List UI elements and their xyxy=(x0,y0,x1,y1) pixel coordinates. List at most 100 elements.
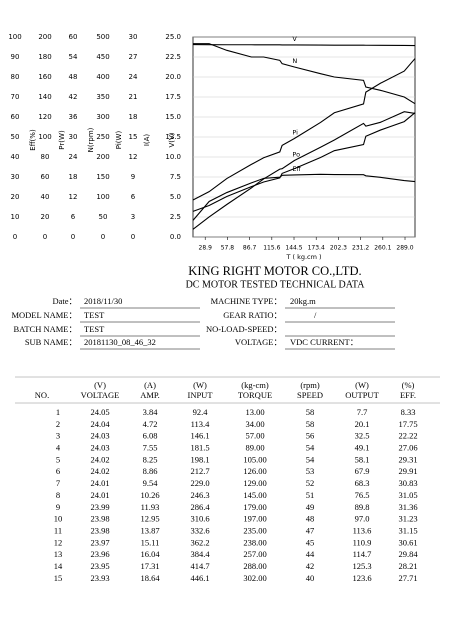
table-cell: 362.2 xyxy=(190,537,209,547)
y-tick-label: 200 xyxy=(96,153,109,161)
table-cell: 23.99 xyxy=(90,502,109,512)
subtitle: DC MOTOR TESTED TECHNICAL DATA xyxy=(186,279,366,290)
table-cell: 27.06 xyxy=(398,443,417,453)
y-tick-label: 180 xyxy=(38,53,51,61)
table-cell: 47 xyxy=(306,525,315,535)
table-cell: 114.7 xyxy=(353,549,372,559)
table-cell: 16.04 xyxy=(140,549,160,559)
axis-label: I(A) xyxy=(143,134,151,147)
table-cell: 145.00 xyxy=(243,490,266,500)
table-cell: 58 xyxy=(306,419,315,429)
table-cell: 12 xyxy=(54,537,63,547)
table-cell: 332.6 xyxy=(190,525,209,535)
table-cell: 24.01 xyxy=(90,478,109,488)
y-tick-label: 120 xyxy=(38,113,51,121)
y-tick-label: 20 xyxy=(41,213,50,221)
x-axis-label: T ( kg.cm ) xyxy=(285,253,321,261)
table-cell: 54 xyxy=(306,443,315,453)
table-cell: 414.7 xyxy=(190,561,209,571)
table-cell: 212.7 xyxy=(190,466,209,476)
table-cell: 57.00 xyxy=(245,431,264,441)
y-tick-label: 0 xyxy=(101,233,105,241)
table-cell: 92.4 xyxy=(193,407,209,417)
series-line xyxy=(192,111,416,230)
y-tick-label: 10.0 xyxy=(165,153,181,161)
y-tick-label: 3 xyxy=(131,213,135,221)
y-tick-label: 30 xyxy=(69,133,78,141)
table-cell: 32.5 xyxy=(355,431,370,441)
series-line xyxy=(192,173,416,221)
table-cell: 67.9 xyxy=(355,466,370,476)
table-cell: 49.1 xyxy=(355,443,370,453)
y-tick-label: 18 xyxy=(69,173,78,181)
axis-label: Pi(W) xyxy=(115,131,123,150)
table-cell: 235.00 xyxy=(243,525,266,535)
table-cell: 123.6 xyxy=(352,573,371,583)
field-value: / xyxy=(314,310,317,320)
table-cell: 129.00 xyxy=(243,478,266,488)
y-tick-label: 6 xyxy=(131,193,136,201)
column-header: NO. xyxy=(35,390,49,400)
table-cell: 29.84 xyxy=(398,549,418,559)
table-cell: 5 xyxy=(56,454,60,464)
table-cell: 20.1 xyxy=(355,419,370,429)
y-tick-label: 18 xyxy=(129,113,138,121)
field-value: TEST xyxy=(84,310,105,320)
table-cell: 89.00 xyxy=(245,443,264,453)
table-cell: 286.4 xyxy=(190,502,210,512)
field-label: GEAR RATIO： xyxy=(223,310,282,320)
table-cell: 446.1 xyxy=(190,573,209,583)
table-cell: 2 xyxy=(56,419,60,429)
table-cell: 3.84 xyxy=(143,407,159,417)
field-value: 2018/11/30 xyxy=(84,296,122,306)
table-cell: 56 xyxy=(306,431,315,441)
y-tick-label: 60 xyxy=(11,113,20,121)
y-tick-label: 140 xyxy=(38,93,51,101)
table-cell: 113.4 xyxy=(191,419,211,429)
y-tick-label: 20.0 xyxy=(165,73,181,81)
table-cell: 7 xyxy=(56,478,60,488)
table-cell: 4 xyxy=(56,443,61,453)
x-tick-label: 28.9 xyxy=(199,245,213,252)
title: KING RIGHT MOTOR CO.,LTD. xyxy=(188,264,361,278)
table-cell: 29.91 xyxy=(398,466,417,476)
y-tick-label: 300 xyxy=(96,113,109,121)
table-cell: 384.4 xyxy=(190,549,210,559)
field-label: MACHINE TYPE： xyxy=(211,296,282,306)
column-header: EFF. xyxy=(400,390,416,400)
table-cell: 14 xyxy=(54,561,63,571)
table-cell: 52 xyxy=(306,478,315,488)
table-cell: 10.26 xyxy=(140,490,159,500)
y-tick-label: 200 xyxy=(38,33,51,41)
table-cell: 34.00 xyxy=(245,419,264,429)
table-cell: 53 xyxy=(306,466,315,476)
table-cell: 29.31 xyxy=(398,454,417,464)
column-header: INPUT xyxy=(187,390,213,400)
y-tick-label: 100 xyxy=(38,133,51,141)
table-cell: 24.03 xyxy=(90,443,109,453)
axis-label: V(V) xyxy=(168,132,176,147)
table-cell: 4.72 xyxy=(143,419,158,429)
table-cell: 89.8 xyxy=(355,502,370,512)
field-label: NO-LOAD-SPEED： xyxy=(206,324,282,334)
series-label: Pi xyxy=(292,128,298,136)
table-cell: 40 xyxy=(306,573,315,583)
field-label: BATCH NAME： xyxy=(13,324,77,334)
table-cell: 27.71 xyxy=(398,573,417,583)
x-tick-label: 260.1 xyxy=(374,245,391,252)
y-tick-label: 9 xyxy=(131,173,135,181)
table-cell: 23.97 xyxy=(90,537,109,547)
table-cell: 97.0 xyxy=(355,514,370,524)
table-cell: 125.3 xyxy=(352,561,371,571)
column-header: SPEED xyxy=(297,390,323,400)
table-cell: 54 xyxy=(306,454,315,464)
y-tick-label: 21 xyxy=(129,93,138,101)
y-tick-label: 22.5 xyxy=(165,53,181,61)
y-tick-label: 17.5 xyxy=(165,93,181,101)
table-cell: 7.55 xyxy=(143,443,158,453)
table-cell: 23.98 xyxy=(90,525,109,535)
table-cell: 23.96 xyxy=(90,549,109,559)
unit-label: (V) xyxy=(94,380,106,390)
table-cell: 110.9 xyxy=(353,537,372,547)
